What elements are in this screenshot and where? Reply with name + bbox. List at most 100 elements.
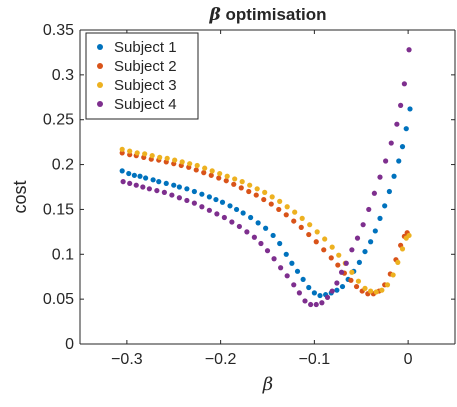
legend-marker — [97, 82, 103, 88]
data-point — [360, 222, 366, 228]
data-point — [163, 180, 169, 187]
data-point — [176, 184, 182, 190]
data-point — [296, 290, 302, 296]
data-point — [300, 276, 306, 283]
data-point — [313, 301, 319, 308]
data-point — [349, 247, 355, 253]
data-point — [348, 277, 354, 283]
y-tick-label: 0.3 — [52, 67, 74, 84]
data-point — [251, 234, 257, 240]
data-point — [214, 211, 220, 217]
data-point — [142, 151, 148, 157]
data-point — [119, 146, 125, 152]
data-point — [240, 210, 246, 216]
data-point — [143, 175, 149, 181]
data-point — [277, 198, 283, 204]
data-point — [229, 219, 235, 225]
data-point — [199, 204, 205, 210]
data-point — [239, 179, 245, 185]
data-point — [270, 232, 276, 239]
data-point — [329, 244, 335, 250]
data-point — [366, 206, 372, 213]
data-point — [161, 189, 167, 195]
data-point — [146, 186, 152, 192]
x-tick-label: −0.3 — [111, 351, 143, 368]
data-point — [339, 283, 346, 290]
series-4 — [120, 47, 412, 308]
data-point — [137, 173, 143, 179]
data-point — [134, 150, 140, 156]
data-point — [308, 301, 314, 308]
data-point — [244, 229, 250, 235]
y-tick-label: 0.35 — [43, 22, 74, 39]
data-point — [149, 153, 155, 159]
data-point — [156, 179, 162, 185]
data-point — [154, 187, 160, 194]
data-point — [140, 184, 146, 190]
data-point — [362, 285, 368, 291]
data-point — [271, 256, 277, 262]
data-point — [119, 150, 125, 156]
data-point — [278, 265, 284, 271]
data-point — [264, 248, 271, 254]
data-point — [206, 207, 212, 213]
data-point — [283, 212, 289, 218]
data-point — [201, 170, 207, 176]
data-point — [191, 200, 197, 206]
data-point — [119, 168, 125, 174]
y-tick-label: 0 — [65, 336, 74, 353]
data-point — [372, 228, 378, 234]
data-point — [353, 283, 360, 290]
data-point — [258, 240, 264, 247]
data-point — [127, 148, 133, 154]
data-point — [176, 195, 182, 201]
data-point — [314, 229, 320, 235]
data-point — [224, 173, 230, 179]
data-point — [284, 204, 290, 210]
data-point — [373, 289, 379, 295]
data-point — [406, 47, 412, 53]
data-point — [236, 223, 242, 230]
data-point — [238, 185, 244, 191]
data-point — [184, 186, 190, 192]
data-point — [371, 190, 377, 196]
data-point — [311, 290, 317, 296]
data-point — [262, 189, 268, 195]
data-point — [268, 201, 274, 207]
data-point — [294, 268, 301, 274]
data-point — [247, 182, 253, 188]
y-tick-label: 0.05 — [43, 291, 74, 308]
data-point — [232, 176, 238, 182]
data-point — [299, 215, 305, 221]
data-point — [227, 203, 233, 209]
legend-label: Subject 3 — [114, 77, 177, 94]
data-point — [191, 188, 197, 195]
data-point — [284, 273, 290, 279]
data-point — [263, 225, 269, 231]
data-point — [317, 292, 323, 299]
data-point — [289, 260, 295, 266]
data-point — [164, 155, 170, 161]
data-point — [208, 172, 214, 178]
data-point — [127, 180, 133, 187]
data-point — [213, 196, 219, 203]
x-tick-label: −0.2 — [205, 351, 237, 368]
data-point — [334, 280, 340, 286]
x-tick-label: 0 — [404, 351, 413, 368]
data-point — [306, 284, 312, 291]
data-point — [276, 206, 282, 213]
data-point — [368, 239, 374, 245]
data-point — [291, 218, 297, 224]
y-tick-label: 0.1 — [52, 246, 74, 263]
legend-box — [85, 32, 199, 120]
data-point — [335, 262, 341, 268]
data-point — [391, 173, 397, 179]
data-point — [248, 214, 254, 221]
data-point — [233, 206, 240, 213]
legend-label: Subject 1 — [114, 39, 177, 56]
data-point — [386, 188, 392, 195]
data-point — [216, 175, 222, 181]
data-point — [396, 158, 402, 164]
chart-title-symbol: β — [208, 5, 220, 25]
data-point — [403, 126, 409, 132]
